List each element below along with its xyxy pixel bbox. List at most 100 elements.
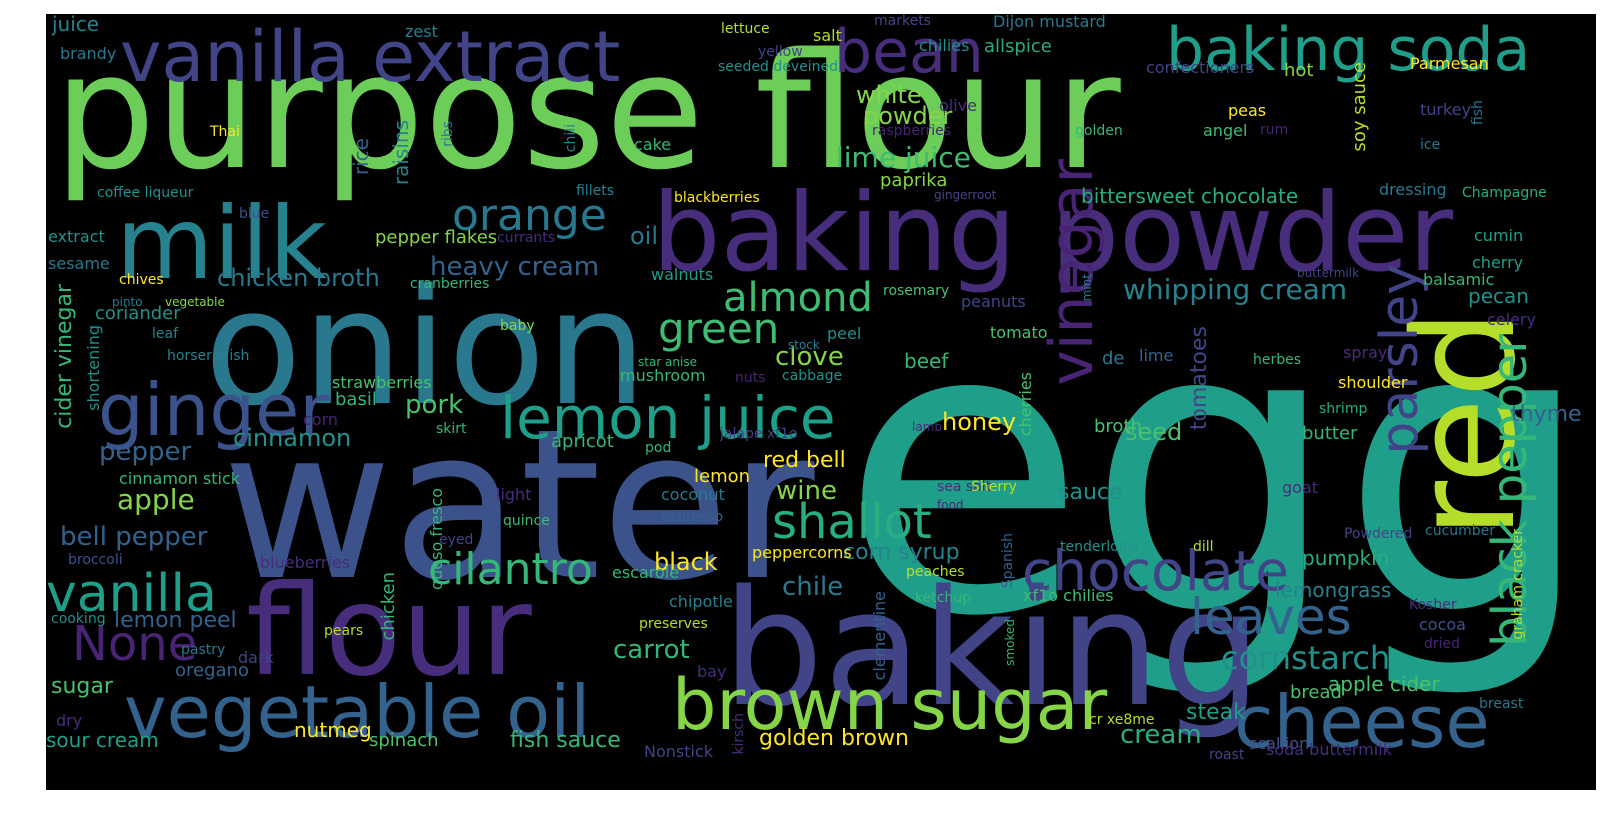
cloud-word: quince [503, 513, 550, 529]
cloud-word: xf1o chilies [1023, 586, 1114, 605]
cloud-word: lemon juice [500, 384, 836, 452]
cloud-word: eyed [439, 532, 474, 548]
cloud-word: strawberries [332, 373, 432, 392]
cloud-word: balsamic [1423, 270, 1495, 289]
cloud-word: tenderloins [1060, 539, 1139, 555]
cloud-word: lemon peel [114, 608, 237, 633]
cloud-word: stock [788, 338, 820, 352]
cloud-word: Sherry [971, 479, 1017, 495]
cloud-word: sugar [51, 674, 113, 699]
cloud-word: leaves [1190, 588, 1352, 646]
cloud-word: zest [405, 22, 438, 41]
cloud-word: lime juice [836, 141, 971, 174]
cloud-word: graham cracker [1510, 529, 1526, 640]
cloud-word: wine [776, 476, 837, 506]
cloud-word: cider vinegar [52, 284, 77, 429]
cloud-word: bean [834, 17, 984, 87]
cloud-word: espresso [661, 509, 724, 525]
cloud-word: tomato [990, 323, 1048, 342]
cloud-word: whipping cream [1123, 273, 1348, 306]
cloud-word: purpose flour [54, 18, 1121, 205]
cloud-word: green [658, 304, 780, 353]
cloud-word: bell pepper [60, 522, 208, 552]
cloud-word: golden brown [759, 726, 909, 751]
cloud-word: nutmeg [294, 718, 372, 742]
cloud-word: peanuts [961, 292, 1026, 311]
cloud-word: salt [813, 26, 842, 45]
cloud-word: egg [840, 239, 1594, 704]
cloud-word: baking powder [652, 171, 1453, 296]
cloud-word: Champagne [1462, 185, 1547, 201]
cloud-word: oil [630, 222, 659, 250]
cloud-word: beef [904, 349, 949, 373]
cloud-word: seeded deveined [718, 59, 839, 75]
cloud-word: lemongrass [1275, 578, 1392, 602]
cloud-word: butter [1302, 423, 1358, 444]
cloud-word: currants [497, 230, 556, 246]
cloud-word: herbes [1253, 352, 1302, 368]
cloud-word: Thai [210, 124, 240, 140]
cloud-word: preserves [639, 616, 708, 632]
cloud-word: fillets [576, 183, 614, 199]
cloud-word: celery [1487, 310, 1536, 329]
cloud-word: ginger [98, 368, 329, 452]
cloud-word: dry [56, 711, 83, 730]
cloud-word: peaches [906, 564, 965, 580]
cloud-word: cherry [1472, 253, 1524, 272]
cloud-word: cheese [1234, 680, 1490, 764]
cloud-word: chilies [919, 36, 970, 55]
cloud-word: baking soda [1166, 15, 1531, 85]
cloud-word: bittersweet chocolate [1081, 184, 1299, 208]
cloud-word: brandy [60, 44, 117, 63]
cloud-word: light [496, 485, 532, 504]
cloud-word: star anise [638, 355, 697, 369]
cloud-word: allspice [984, 36, 1052, 57]
cloud-word: sour cream [46, 728, 159, 752]
cloud-word: Dijon mustard [993, 14, 1106, 31]
cloud-word: cake [634, 135, 672, 154]
cloud-word: confectioners [1146, 58, 1255, 77]
cloud-word: ribs [440, 121, 456, 147]
cloud-word: ketchup [915, 590, 972, 606]
cloud-word: shortening [84, 325, 103, 411]
cloud-word: orange [452, 190, 607, 241]
cloud-word: Nonstick [644, 742, 714, 761]
cloud-word: cabbage [782, 368, 843, 384]
cloud-word: peas [1228, 101, 1267, 120]
cloud-word: spray [1343, 343, 1388, 362]
cloud-word: soy sauce [1349, 62, 1370, 152]
cloud-word: Kosher [1409, 597, 1457, 613]
cloud-word: heavy cream [430, 252, 600, 282]
cloud-word: angel [1203, 121, 1248, 140]
cloud-word: broth [1094, 416, 1142, 437]
cloud-word: lettuce [721, 21, 770, 37]
cloud-word: dried [1424, 636, 1461, 652]
cloud-word: onion [204, 254, 648, 441]
cloud-word: breast [1479, 696, 1524, 712]
cloud-word: apple cider [1328, 672, 1440, 696]
word-cloud: purpose flour egg water onion baking flour bak… [46, 14, 1596, 790]
cloud-word: peel [827, 324, 862, 343]
cloud-word: markets [874, 14, 931, 29]
cloud-word: chocolate [1022, 539, 1290, 603]
cloud-word: dill [1193, 539, 1214, 555]
cloud-word: tomatoes [1187, 326, 1212, 431]
cloud-word: raisins [389, 120, 413, 186]
cloud-word: cinnamon stick [119, 469, 241, 488]
cloud-word: soda buttermilk [1266, 740, 1392, 759]
cloud-word: water [222, 385, 815, 627]
cloud-word: chicken broth [217, 264, 380, 292]
cloud-word: chili [563, 124, 579, 153]
cloud-word: escarole [612, 563, 680, 582]
cloud-word: smoked [1003, 619, 1017, 666]
cloud-word: spinach [369, 730, 439, 751]
cloud-word: dressing [1379, 180, 1447, 199]
cloud-word: sea salt [937, 479, 992, 495]
cloud-word: brown sugar [672, 664, 1108, 746]
cloud-word: pod [645, 440, 672, 456]
cloud-word: sauce [1058, 480, 1123, 505]
cloud-word: pepper flakes [375, 227, 498, 248]
cloud-word: cornstarch [1221, 639, 1391, 677]
cloud-word: yellow [758, 44, 803, 60]
cloud-word: rice [349, 138, 373, 176]
